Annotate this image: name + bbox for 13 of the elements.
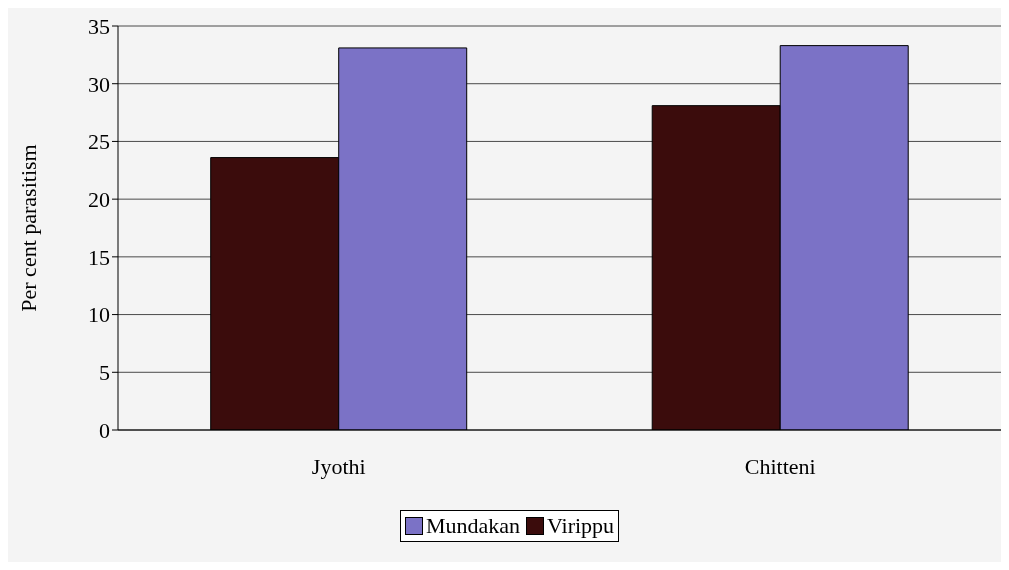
y-tick-label: 0 <box>99 417 110 443</box>
legend-label: Mundakan <box>424 513 520 539</box>
legend-label: Virippu <box>546 513 615 539</box>
x-tick-label: Jyothi <box>311 453 366 479</box>
y-tick-label: 15 <box>88 244 110 270</box>
y-tick-label: 10 <box>88 302 110 328</box>
y-tick-label: 20 <box>88 186 110 212</box>
y-tick-label: 35 <box>88 13 110 39</box>
y-tick-label: 30 <box>88 71 110 97</box>
y-axis-title: Per cent parasitism <box>15 144 41 312</box>
y-tick-label: 25 <box>88 129 110 155</box>
x-tick-label: Chitteni <box>744 453 816 479</box>
y-tick-label: 5 <box>99 360 110 386</box>
